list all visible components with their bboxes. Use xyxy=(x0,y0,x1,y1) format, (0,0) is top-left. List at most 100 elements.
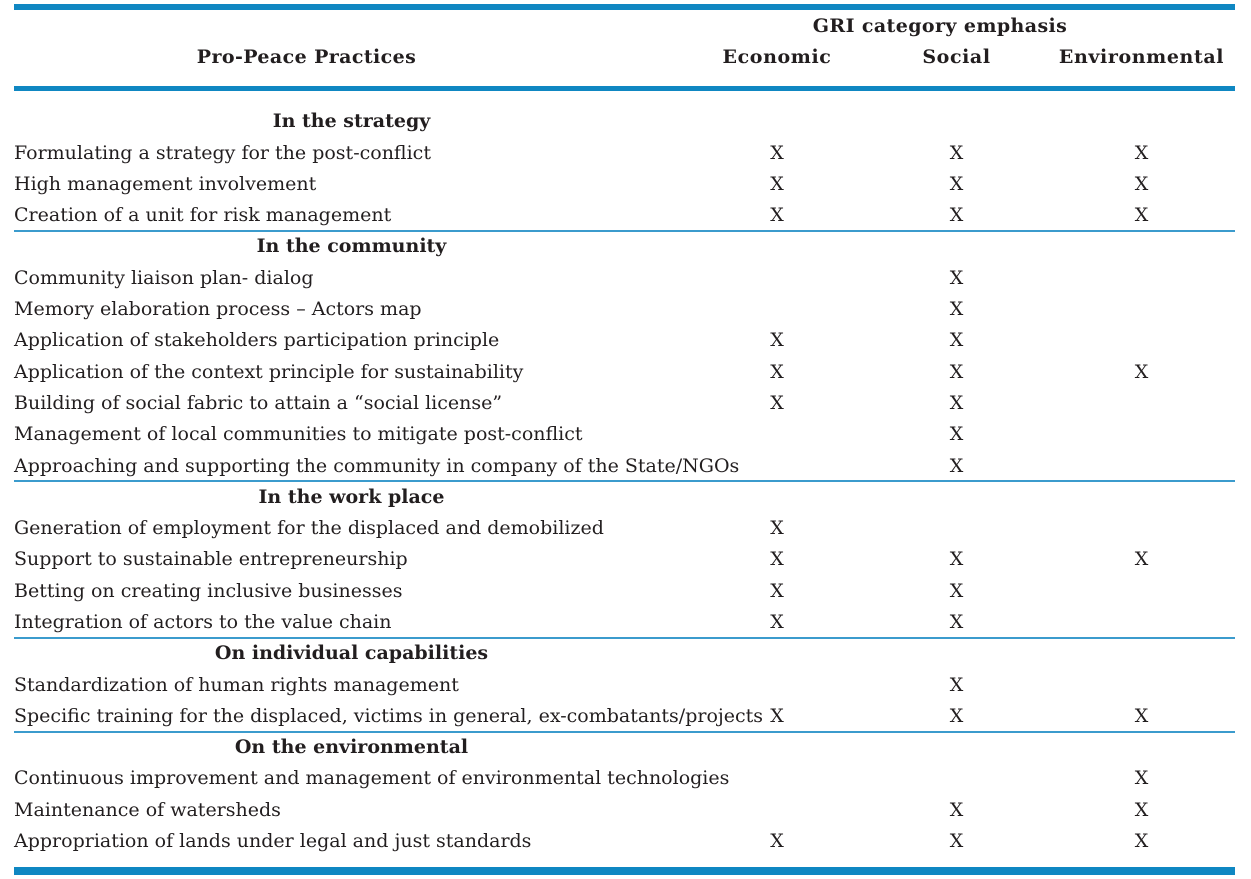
practice-cell: Community liaison plan- dialog xyxy=(14,266,314,289)
mark-cell-economic: X xyxy=(770,704,784,727)
table-row: Standardization of human rights manageme… xyxy=(14,669,1235,700)
table-row: Community liaison plan- dialog X xyxy=(14,262,1235,293)
mark-cell-environmental: X xyxy=(1134,141,1149,164)
mark-cell-social: X xyxy=(949,360,964,383)
mark-cell-economic: X xyxy=(770,391,784,414)
mark-cell-economic: X xyxy=(770,329,784,352)
table-row: Management of local communities to mitig… xyxy=(14,419,1235,450)
mark-cell-social: X xyxy=(949,141,964,164)
section-title: In the work place xyxy=(258,485,445,508)
section-header-row: On individual capabilities xyxy=(14,638,1235,669)
mark-cell-environmental: X xyxy=(1134,767,1149,790)
mark-cell-economic: X xyxy=(770,579,784,602)
table-row: Creation of a unit for risk management X… xyxy=(14,199,1235,230)
gri-category-emphasis-header: GRI category emphasis xyxy=(812,14,1068,37)
table-row: Specific training for the displaced, vic… xyxy=(14,700,1235,731)
mark-cell-economic: X xyxy=(770,141,784,164)
practice-cell: Support to sustainable entrepreneurship xyxy=(14,548,408,571)
practice-cell: Integration of actors to the value chain xyxy=(14,610,392,633)
section-title: On the environmental xyxy=(234,736,469,759)
section-header-row: In the community xyxy=(14,231,1235,262)
table-row: Application of stakeholders participatio… xyxy=(14,325,1235,356)
practice-cell: Maintenance of watersheds xyxy=(14,798,281,821)
section-title: In the strategy xyxy=(272,110,431,133)
mark-cell-social: X xyxy=(949,266,964,289)
table-row: Application of the context principle for… xyxy=(14,356,1235,387)
table-row: Building of social fabric to attain a “s… xyxy=(14,387,1235,418)
table-row: Betting on creating inclusive businesses… xyxy=(14,575,1235,606)
table-row: Support to sustainable entrepreneurship … xyxy=(14,544,1235,575)
mark-cell-social: X xyxy=(949,798,964,821)
mark-cell-environmental: X xyxy=(1134,360,1149,383)
mark-cell-environmental: X xyxy=(1134,548,1149,571)
header-rule xyxy=(14,86,1235,91)
mark-cell-social: X xyxy=(949,548,964,571)
mark-cell-environmental: X xyxy=(1134,798,1149,821)
mark-cell-economic: X xyxy=(770,517,784,540)
practice-cell: Application of stakeholders participatio… xyxy=(14,329,500,352)
mark-cell-environmental: X xyxy=(1134,704,1149,727)
practice-cell: Continuous improvement and management of… xyxy=(14,767,730,790)
mark-cell-social: X xyxy=(949,423,964,446)
mark-cell-social: X xyxy=(949,830,964,853)
mark-cell-economic: X xyxy=(770,172,784,195)
table-row: Integration of actors to the value chain… xyxy=(14,606,1235,637)
social-column-header: Social xyxy=(922,45,991,68)
mark-cell-social: X xyxy=(949,391,964,414)
mark-cell-social: X xyxy=(949,172,964,195)
table-row: Memory elaboration process – Actors map … xyxy=(14,293,1235,324)
mark-cell-economic: X xyxy=(770,830,784,853)
section-header-row: In the work place xyxy=(14,481,1235,512)
practice-cell: Application of the context principle for… xyxy=(14,360,524,383)
table-row: Maintenance of watersheds X X xyxy=(14,794,1235,825)
section-divider xyxy=(14,480,1235,483)
practice-cell: Approaching and supporting the community… xyxy=(14,454,740,477)
mark-cell-social: X xyxy=(949,329,964,352)
mark-cell-social: X xyxy=(949,454,964,477)
gri-emphasis-table: GRI category emphasis Pro-Peace Practice… xyxy=(14,4,1235,875)
mark-cell-environmental: X xyxy=(1134,830,1149,853)
mark-cell-environmental: X xyxy=(1134,204,1149,227)
section-divider xyxy=(14,636,1235,639)
practice-cell: Formulating a strategy for the post-conf… xyxy=(14,141,431,164)
section-header-row: In the strategy xyxy=(14,106,1235,137)
mark-cell-social: X xyxy=(949,298,964,321)
practice-cell: Specific training for the displaced, vic… xyxy=(14,704,764,727)
bottom-rule xyxy=(14,866,1235,875)
table-row: Formulating a strategy for the post-conf… xyxy=(14,137,1235,168)
practice-cell: Standardization of human rights manageme… xyxy=(14,673,459,696)
top-rule xyxy=(14,4,1235,10)
table-body: In the strategy Formulating a strategy f… xyxy=(14,106,1235,857)
table-row: Continuous improvement and management of… xyxy=(14,763,1235,794)
mark-cell-environmental: X xyxy=(1134,172,1149,195)
mark-cell-economic: X xyxy=(770,548,784,571)
table-header-row-columns: Pro-Peace Practices Economic Social Envi… xyxy=(14,41,1235,72)
mark-cell-economic: X xyxy=(770,204,784,227)
mark-cell-social: X xyxy=(949,204,964,227)
practice-cell: Creation of a unit for risk management xyxy=(14,204,392,227)
mark-cell-social: X xyxy=(949,579,964,602)
section-title: On individual capabilities xyxy=(214,642,489,665)
practice-cell: Betting on creating inclusive businesses xyxy=(14,579,403,602)
mark-cell-economic: X xyxy=(770,360,784,383)
mark-cell-social: X xyxy=(949,704,964,727)
table-row: Approaching and supporting the community… xyxy=(14,450,1235,481)
table-header-row-group: GRI category emphasis xyxy=(14,10,1235,41)
practice-cell: High management involvement xyxy=(14,172,317,195)
environmental-column-header: Environmental xyxy=(1058,45,1225,68)
section-divider xyxy=(14,730,1235,733)
economic-column-header: Economic xyxy=(722,45,832,68)
table-row: Generation of employment for the displac… xyxy=(14,512,1235,543)
practice-cell: Generation of employment for the displac… xyxy=(14,517,604,540)
mark-cell-economic: X xyxy=(770,610,784,633)
practice-cell: Appropriation of lands under legal and j… xyxy=(14,830,532,853)
mark-cell-social: X xyxy=(949,673,964,696)
section-title: In the community xyxy=(256,235,447,258)
practice-cell: Management of local communities to mitig… xyxy=(14,423,583,446)
mark-cell-social: X xyxy=(949,610,964,633)
practices-column-header: Pro-Peace Practices xyxy=(196,45,417,68)
table-row: Appropriation of lands under legal and j… xyxy=(14,825,1235,856)
practice-cell: Memory elaboration process – Actors map xyxy=(14,298,422,321)
practice-cell: Building of social fabric to attain a “s… xyxy=(14,391,503,414)
